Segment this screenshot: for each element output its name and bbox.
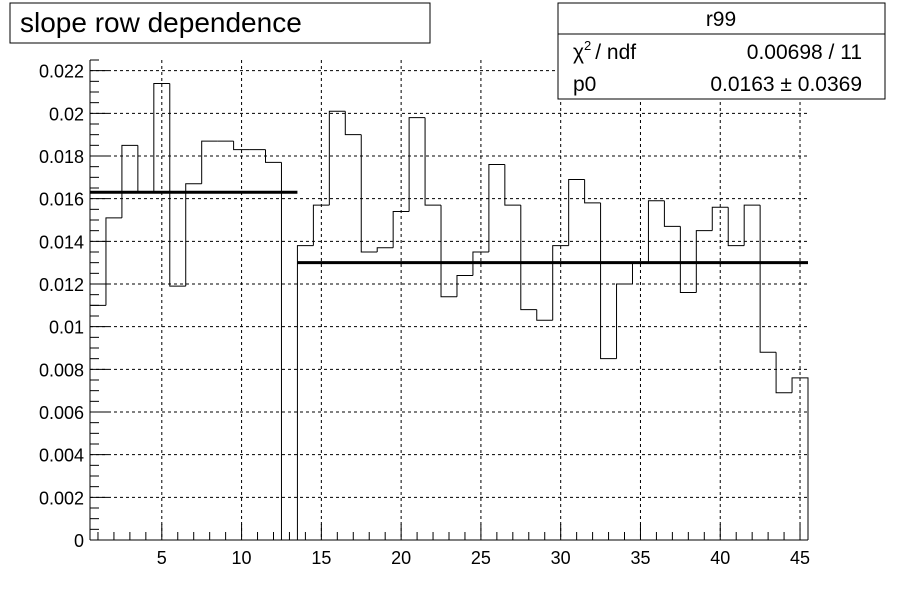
histogram-bin	[680, 226, 696, 292]
y-tick-label: 0.004	[39, 446, 84, 466]
histogram-bin	[377, 248, 393, 252]
grid	[90, 60, 808, 540]
x-tick-label: 20	[391, 548, 411, 568]
histogram-bin	[585, 179, 601, 202]
fit-lines	[90, 192, 808, 262]
stats-box: r99 χ2/ ndf 0.00698 / 11 p0 0.0163 ± 0.0…	[558, 3, 885, 99]
x-tick-label: 10	[232, 548, 252, 568]
histogram-bin	[297, 246, 313, 540]
histogram-bin	[361, 135, 377, 252]
histogram-bin	[202, 141, 218, 184]
y-tick-label: 0.02	[49, 104, 84, 124]
histogram-bin	[569, 179, 585, 245]
histogram-bin	[345, 111, 361, 134]
histogram-bin	[138, 145, 154, 192]
y-tick-label: 0.012	[39, 275, 84, 295]
axes	[90, 60, 808, 540]
chart-title: slope row dependence	[20, 7, 302, 38]
x-tick-label: 35	[630, 548, 650, 568]
histogram-bin	[760, 205, 776, 352]
x-tick-label: 5	[157, 548, 167, 568]
histogram-bin	[329, 111, 345, 205]
histogram-bin	[425, 118, 441, 205]
histogram-bin	[409, 118, 425, 212]
histogram-bin	[728, 207, 744, 245]
histogram-bars	[90, 83, 808, 540]
y-tick-label: 0.01	[49, 318, 84, 338]
y-tick-label: 0.022	[39, 62, 84, 82]
tick-labels: 0 0.002 0.004 0.006 0.008 0.01 0.012 0.014 0.016…	[39, 62, 810, 568]
histogram-bin	[266, 150, 282, 163]
stats-chi2-label: χ2/ ndf	[573, 38, 636, 64]
stats-p0-value: 0.0163 ± 0.0369	[710, 73, 862, 96]
histogram-bin	[457, 275, 473, 296]
histogram-bin	[617, 284, 633, 359]
y-tick-label: 0.006	[39, 403, 84, 423]
histogram-bin	[122, 145, 138, 218]
x-tick-label: 45	[790, 548, 810, 568]
histogram-bin	[776, 352, 792, 393]
y-tick-label: 0.002	[39, 488, 84, 508]
histogram-bin	[648, 201, 664, 263]
x-tick-label: 40	[710, 548, 730, 568]
title-box: slope row dependence	[10, 3, 430, 43]
histogram-bin	[489, 165, 505, 252]
y-tick-label: 0.016	[39, 190, 84, 210]
histogram-bin	[664, 201, 680, 227]
y-tick-label: 0.018	[39, 147, 84, 167]
x-tick-label: 15	[311, 548, 331, 568]
x-tick-label: 30	[551, 548, 571, 568]
histogram-bin	[441, 205, 457, 297]
y-tick-label: 0.014	[39, 232, 84, 252]
histogram-bin	[170, 83, 186, 286]
histogram-bin	[281, 162, 297, 540]
stats-name: r99	[706, 8, 736, 31]
y-tick-label: 0.008	[39, 360, 84, 380]
histogram-bin	[537, 310, 553, 321]
stats-p0-label: p0	[573, 73, 596, 96]
histogram-bin	[521, 205, 537, 310]
histogram-bin	[601, 203, 617, 359]
x-tick-label: 25	[471, 548, 491, 568]
histogram-bin	[106, 218, 122, 305]
y-tick-label: 0	[74, 531, 84, 551]
histogram-bin	[744, 205, 760, 246]
stats-chi2-value: 0.00698 / 11	[747, 41, 862, 64]
